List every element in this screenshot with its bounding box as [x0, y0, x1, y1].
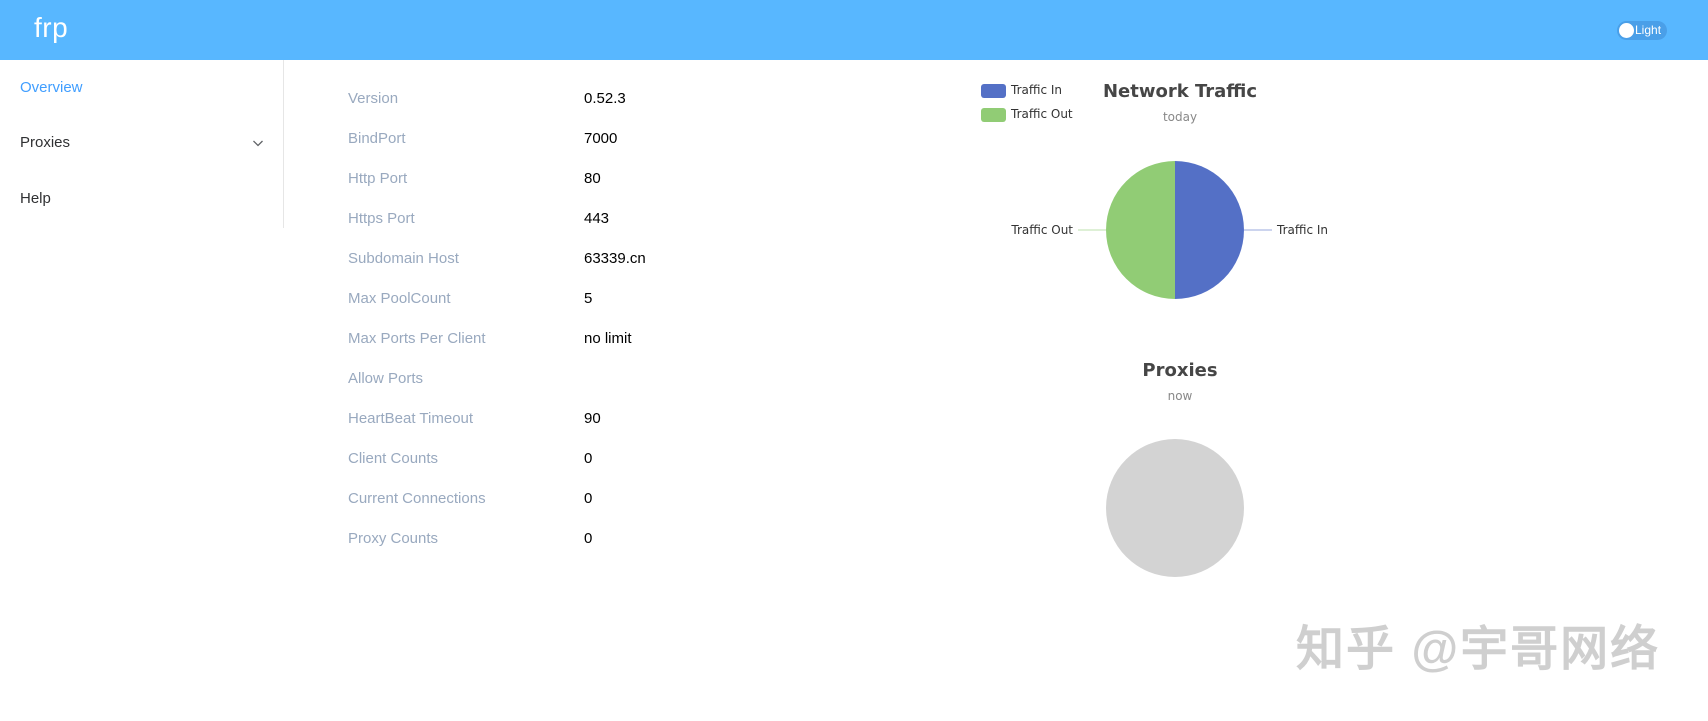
- pie-slice-traffic-out[interactable]: [1106, 161, 1175, 299]
- info-row-proxy-counts: Proxy Counts 0: [348, 527, 768, 551]
- pie-slice-label: Traffic Out: [1010, 223, 1073, 237]
- info-key: Https Port: [348, 210, 415, 227]
- theme-toggle-label: Light: [1635, 23, 1662, 37]
- info-row-current-connections: Current Connections 0: [348, 487, 768, 511]
- sidebar-item-label: Overview: [20, 79, 83, 96]
- info-value: 443: [584, 210, 610, 227]
- info-value: 5: [584, 290, 593, 307]
- sidebar-menu: Overview Proxies Help: [0, 60, 284, 228]
- info-row-heartbeat-timeout: HeartBeat Timeout 90: [348, 407, 768, 431]
- sidebar-item-proxies[interactable]: Proxies: [20, 131, 270, 155]
- info-key: Max PoolCount: [348, 290, 451, 307]
- info-key: HeartBeat Timeout: [348, 410, 474, 427]
- app-logo[interactable]: frp: [34, 12, 69, 43]
- watermark-text: 知乎 @宇哥网络: [1296, 623, 1661, 676]
- info-key: Proxy Counts: [348, 530, 439, 547]
- sidebar-item-overview[interactable]: Overview: [20, 76, 270, 100]
- info-value: no limit: [584, 330, 632, 347]
- info-row-max-ports-per-client: Max Ports Per Client no limit: [348, 327, 768, 351]
- info-key: Client Counts: [348, 450, 439, 467]
- theme-toggle-switch[interactable]: Light: [1617, 21, 1667, 40]
- info-row-subdomain-host: Subdomain Host 63339.cn: [348, 247, 768, 271]
- sidebar-item-help[interactable]: Help: [20, 187, 270, 211]
- info-row-https-port: Https Port 443: [348, 207, 768, 231]
- proxies-chart: Proxies now: [960, 360, 1400, 585]
- chevron-down-icon: [253, 140, 263, 147]
- chart-subtitle: now: [1167, 389, 1193, 403]
- traffic-pie-plot: Traffic In Traffic Out: [1010, 161, 1328, 299]
- sidebar-item-label: Help: [20, 190, 51, 207]
- info-row-bindport: BindPort 7000: [348, 127, 768, 151]
- info-value: 80: [584, 170, 601, 187]
- legend-swatch: [981, 108, 1006, 122]
- chart-subtitle: today: [1162, 110, 1198, 124]
- info-key: Version: [348, 90, 399, 107]
- info-value: 0: [584, 450, 593, 467]
- chart-title: Proxies: [1142, 360, 1218, 381]
- info-key: Subdomain Host: [348, 250, 459, 267]
- info-key: BindPort: [348, 130, 406, 147]
- info-value: 0.52.3: [584, 90, 626, 107]
- empty-pie-circle: [1106, 439, 1244, 577]
- legend-label: Traffic In: [1011, 83, 1063, 97]
- top-header: frp Light: [0, 0, 1708, 60]
- info-key: Http Port: [348, 170, 408, 187]
- proxies-pie-plot: [1106, 439, 1244, 577]
- info-value: 0: [584, 490, 593, 507]
- info-value: 0: [584, 530, 593, 547]
- pie-slice-traffic-in[interactable]: [1175, 161, 1244, 299]
- info-row-http-port: Http Port 80: [348, 167, 768, 191]
- network-traffic-chart: Traffic In Traffic Out Network Traffic t…: [960, 78, 1400, 318]
- info-key: Allow Ports: [348, 370, 424, 387]
- info-value: 7000: [584, 130, 618, 147]
- toggle-knob: [1619, 23, 1634, 38]
- legend-label: Traffic Out: [1011, 107, 1073, 121]
- info-row-max-poolcount: Max PoolCount 5: [348, 287, 768, 311]
- info-key: Max Ports Per Client: [348, 330, 486, 347]
- info-value: 90: [584, 410, 601, 427]
- info-row-allow-ports: Allow Ports: [348, 367, 768, 391]
- info-value: 63339.cn: [584, 250, 646, 267]
- legend-swatch: [981, 84, 1006, 98]
- chart-title: Network Traffic: [1102, 81, 1258, 102]
- info-row-version: Version 0.52.3: [348, 87, 768, 111]
- pie-slice-label: Traffic In: [1276, 223, 1328, 237]
- info-key: Current Connections: [348, 490, 486, 507]
- info-row-client-counts: Client Counts 0: [348, 447, 768, 471]
- sidebar-item-label: Proxies: [20, 134, 71, 151]
